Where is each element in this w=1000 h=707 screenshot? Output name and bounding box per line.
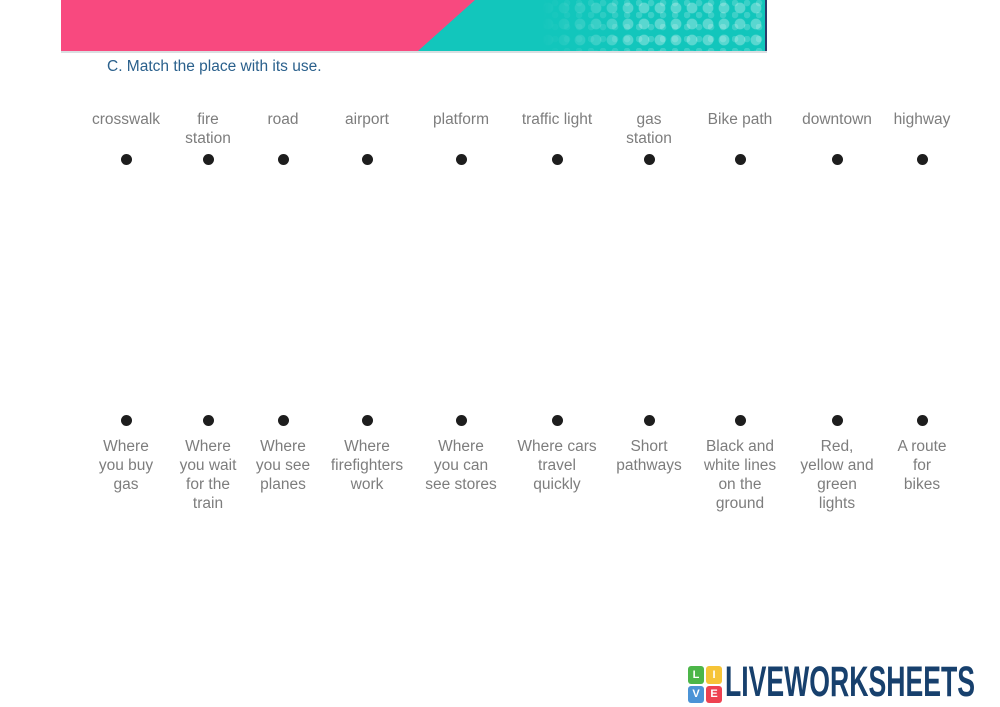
use-label: A route for bikes — [897, 438, 947, 493]
place-dot[interactable] — [551, 154, 563, 165]
place-label: downtown — [802, 111, 872, 128]
place-label: road — [267, 111, 299, 128]
use-label: Where cars travel quickly — [517, 438, 597, 493]
use-dot[interactable] — [831, 415, 843, 426]
place-dot[interactable] — [361, 154, 373, 165]
place-dot[interactable] — [734, 154, 746, 165]
use-dot[interactable] — [277, 415, 289, 426]
liveworksheets-logo-text: LIVEWORKSHEETS — [725, 665, 975, 701]
place-label: Bike path — [707, 111, 773, 128]
banner-teal-shape — [417, 0, 765, 51]
use-label: Short pathways — [616, 438, 682, 474]
logo-tile-e: E — [706, 685, 722, 703]
use-label: Where you see planes — [255, 438, 311, 493]
logo-tile-l: L — [688, 666, 704, 684]
logo-tile-v: V — [688, 685, 704, 703]
use-dot[interactable] — [202, 415, 214, 426]
place-dot[interactable] — [643, 154, 655, 165]
place-label: airport — [345, 111, 389, 128]
use-label: Red, yellow and green lights — [800, 438, 874, 512]
use-dot[interactable] — [643, 415, 655, 426]
place-dot[interactable] — [202, 154, 214, 165]
use-label: Where you can see stores — [425, 438, 497, 493]
place-label: platform — [433, 111, 489, 128]
svg-text:LIVEWORKSHEETS: LIVEWORKSHEETS — [725, 665, 975, 701]
use-dot[interactable] — [455, 415, 467, 426]
place-label: crosswalk — [91, 111, 161, 128]
use-dot[interactable] — [551, 415, 563, 426]
place-dot[interactable] — [277, 154, 289, 165]
banner-halftone-pattern — [539, 0, 765, 51]
place-label: gas station — [626, 111, 672, 147]
logo-tile-i: I — [706, 666, 722, 684]
place-label: traffic light — [521, 111, 593, 128]
place-dot[interactable] — [831, 154, 843, 165]
place-dot[interactable] — [120, 154, 132, 165]
use-label: Where you buy gas — [98, 438, 154, 493]
use-label: Where firefighters work — [330, 438, 404, 493]
place-dot[interactable] — [916, 154, 928, 165]
place-dot[interactable] — [455, 154, 467, 165]
use-dot[interactable] — [361, 415, 373, 426]
use-label: Where you wait for the train — [179, 438, 237, 512]
use-dot[interactable] — [120, 415, 132, 426]
use-dot[interactable] — [916, 415, 928, 426]
exercise-title: C. Match the place with its use. — [107, 58, 322, 75]
use-label: Black and white lines on the ground — [703, 438, 777, 512]
decorative-banner — [61, 0, 767, 51]
place-label: fire station — [185, 111, 231, 147]
use-dot[interactable] — [734, 415, 746, 426]
place-label: highway — [893, 111, 951, 128]
